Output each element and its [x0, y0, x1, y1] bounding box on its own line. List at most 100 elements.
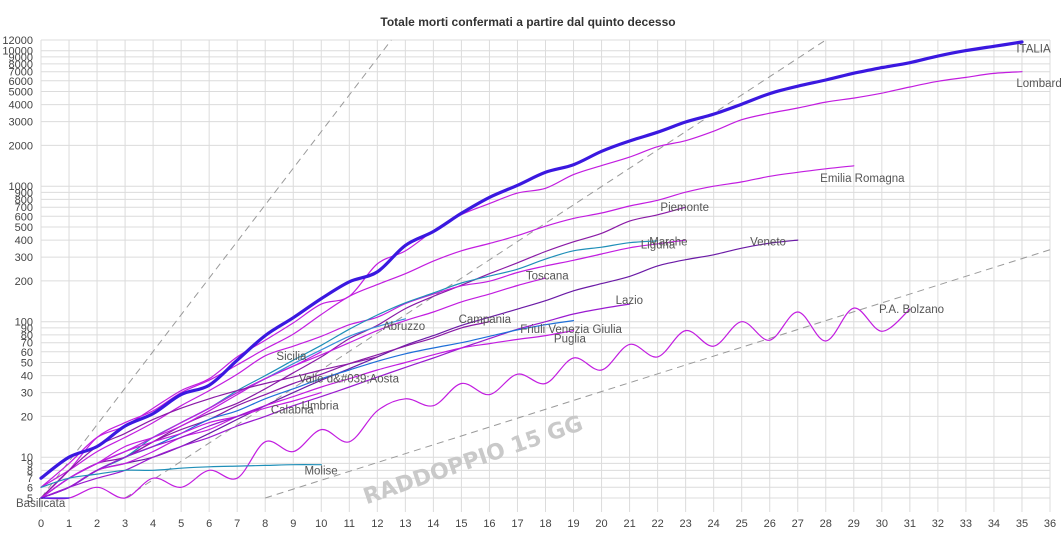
series-label-toscana: Toscana — [526, 270, 569, 282]
x-tick-label: 24 — [708, 518, 720, 530]
series-line-emilia-romagna — [40, 165, 855, 499]
series-line-marche — [40, 239, 687, 488]
x-tick-label: 25 — [736, 518, 748, 530]
series-labels: ITALIA Lombardia Emilia Romagna Piemonte Mar… — [16, 43, 1061, 509]
x-tick-label: 30 — [876, 518, 888, 530]
x-tick-label: 13 — [399, 518, 411, 530]
series-label-emilia-romagna: Emilia Romagna — [820, 173, 905, 185]
series-label-campania: Campania — [459, 314, 512, 326]
x-tick-label: 0 — [38, 518, 44, 530]
series-label-basilicata: Basilicata — [16, 498, 66, 510]
series-label-molise: Molise — [304, 465, 337, 477]
series-label-sicilia: Sicilia — [276, 351, 307, 363]
series-line-molise — [40, 464, 322, 488]
x-tick-label: 32 — [932, 518, 944, 530]
y-tick-label: 1000 — [9, 181, 33, 193]
x-tick-label: 33 — [960, 518, 972, 530]
series-label-p-a-bolzano: P.A. Bolzano — [879, 304, 944, 316]
series-line-lazio — [40, 303, 631, 499]
y-tick-labels: 5678910203040506070809010020030040050060… — [2, 35, 33, 505]
x-tick-label: 10 — [315, 518, 327, 530]
y-tick-label: 8000 — [9, 59, 33, 71]
y-tick-label: 8 — [27, 465, 33, 477]
x-tick-label: 34 — [988, 518, 1000, 530]
y-tick-label: 20 — [21, 411, 33, 423]
series-line-lombardia — [40, 71, 1023, 488]
chart-title: Totale morti confermati a partire dal qu… — [380, 15, 675, 29]
y-tick-label: 40 — [21, 371, 33, 383]
series-label-italia: ITALIA — [1016, 43, 1051, 55]
y-tick-label: 70 — [21, 338, 33, 350]
reference-line — [265, 249, 1051, 499]
x-tick-label: 9 — [290, 518, 296, 530]
series-line-puglia — [40, 330, 575, 499]
x-tick-label: 12 — [371, 518, 383, 530]
x-tick-label: 15 — [455, 518, 467, 530]
y-tick-label: 200 — [15, 276, 33, 288]
x-tick-label: 17 — [511, 518, 523, 530]
x-tick-label: 20 — [595, 518, 607, 530]
y-tick-label: 400 — [15, 235, 33, 247]
x-tick-label: 35 — [1016, 518, 1028, 530]
x-tick-label: 31 — [904, 518, 916, 530]
y-tick-label: 80 — [21, 330, 33, 342]
series-label-friuli-venezia-giulia: Friuli Venezia Giulia — [520, 324, 622, 336]
y-tick-label: 9 — [27, 458, 33, 470]
x-tick-label: 1 — [66, 518, 72, 530]
y-tick-label: 3000 — [9, 117, 33, 129]
series-label-umbria: Umbria — [302, 401, 340, 413]
y-tick-label: 7000 — [9, 67, 33, 79]
series-label-piemonte: Piemonte — [660, 202, 709, 214]
series-label-lazio: Lazio — [616, 295, 644, 307]
y-tick-label: 30 — [21, 388, 33, 400]
x-tick-label: 14 — [427, 518, 439, 530]
x-tick-label: 27 — [792, 518, 804, 530]
series-label-puglia: Puglia — [554, 334, 587, 346]
x-tick-label: 4 — [150, 518, 156, 530]
x-tick-label: 21 — [623, 518, 635, 530]
y-tick-label: 7 — [27, 473, 33, 485]
x-tick-label: 36 — [1044, 518, 1056, 530]
y-tick-label: 100 — [15, 317, 33, 329]
x-tick-label: 5 — [178, 518, 184, 530]
x-tick-label: 28 — [820, 518, 832, 530]
series-label-lombardia: Lombardia — [1016, 78, 1061, 90]
series-label-calabria: Calabria — [271, 404, 314, 416]
series-line-veneto — [40, 239, 799, 499]
x-tick-label: 22 — [651, 518, 663, 530]
y-tick-label: 5000 — [9, 87, 33, 99]
x-tick-label: 6 — [206, 518, 212, 530]
series-line-calabria — [40, 405, 266, 499]
series-label-liguria: Liguria — [641, 240, 676, 252]
y-tick-label: 4000 — [9, 100, 33, 112]
x-tick-labels: 0 1 2 3 4 5 6 7 8 9 10 11 12 13 14 15 16 17 18 19 20 21 22 23 24… — [38, 518, 1056, 530]
x-tick-label: 29 — [848, 518, 860, 530]
y-tick-label: 600 — [15, 211, 33, 223]
y-tick-label: 2000 — [9, 140, 33, 152]
y-tick-label: 90 — [21, 323, 33, 335]
x-tick-label: 3 — [122, 518, 128, 530]
series-lines — [39, 40, 1024, 500]
y-tick-label: 50 — [21, 358, 33, 370]
series-label-valle-d-039-aosta: Valle d&#039;Aosta — [299, 374, 400, 386]
x-tick-label: 11 — [344, 518, 355, 530]
y-tick-label: 6000 — [9, 76, 33, 88]
y-tick-label: 6 — [27, 482, 33, 494]
y-tick-label: 10 — [21, 452, 33, 464]
y-tick-label: 9000 — [9, 52, 33, 64]
y-tick-label: 12000 — [2, 35, 33, 47]
x-tick-label: 19 — [567, 518, 579, 530]
series-label-marche: Marche — [649, 237, 687, 249]
reference-line — [40, 39, 392, 499]
x-tick-label: 2 — [94, 518, 100, 530]
x-tick-label: 8 — [262, 518, 268, 530]
series-label-abruzzo: Abruzzo — [383, 321, 425, 333]
y-tick-label: 700 — [15, 202, 33, 214]
watermark: RADDOPPIO 15 GG — [360, 411, 586, 510]
x-tick-label: 18 — [539, 518, 551, 530]
series-line-italia — [39, 40, 1024, 480]
series-line-liguria — [40, 240, 659, 499]
y-tick-label: 60 — [21, 347, 33, 359]
y-tick-label: 900 — [15, 187, 33, 199]
